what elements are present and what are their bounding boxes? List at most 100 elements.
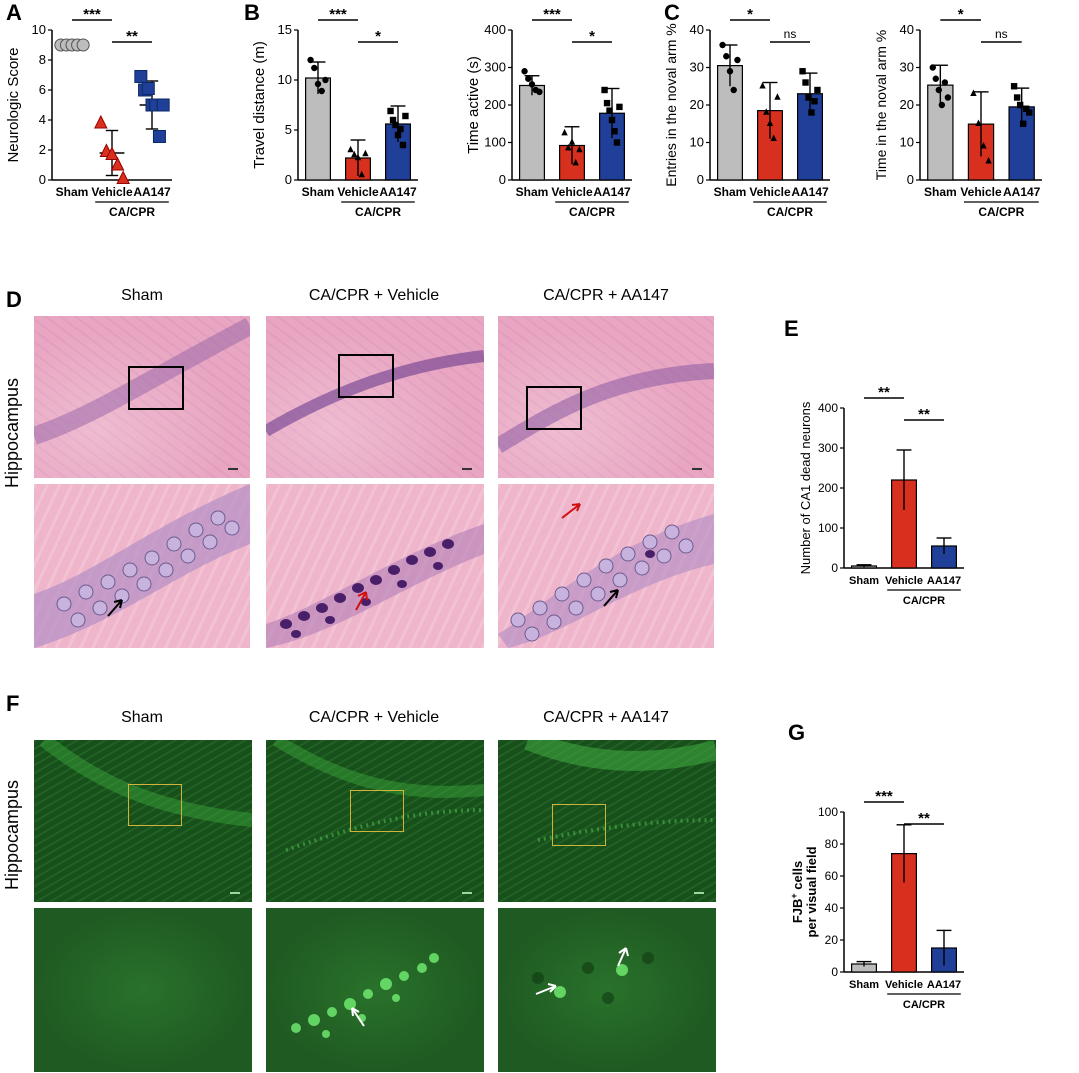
significance-label: ***	[83, 6, 101, 23]
data-point	[318, 87, 325, 95]
data-point	[611, 128, 618, 135]
x-tick-label: Vehicle	[960, 185, 1002, 199]
data-point	[568, 138, 576, 145]
fl-high-sham	[34, 908, 252, 1072]
chart-b-time-active: 0 100 200 300 400 Time active (s) Sham Vehicle A…	[465, 6, 632, 219]
he-high-sham	[34, 484, 250, 648]
data-point	[606, 107, 613, 114]
y-tick-label: 0	[499, 172, 506, 187]
scale-bar	[462, 468, 472, 470]
panel-letter-b: B	[244, 0, 260, 25]
micro-d-title-sham: Sham	[121, 287, 163, 304]
significance-label: **	[126, 28, 138, 45]
data-point	[105, 146, 119, 160]
x-tick-label: Sham	[714, 185, 747, 199]
data-point	[351, 150, 358, 158]
scale-bar	[230, 892, 240, 894]
he-low-vehicle	[266, 316, 484, 478]
data-point	[808, 109, 815, 116]
y-axis-label: Entries in the noval arm %	[663, 23, 679, 186]
y-tick-label: 20	[825, 933, 839, 947]
significance-label: *	[958, 6, 964, 23]
x-tick-label: Sham	[302, 185, 335, 199]
y-tick-label: 40	[825, 901, 839, 915]
significance-label: **	[918, 810, 930, 827]
data-point	[802, 79, 809, 86]
group-label: CA/CPR	[355, 205, 401, 219]
data-point	[1026, 109, 1033, 116]
chart-e-dead-neurons: 0 100 200 300 400 Number of CA1 dead neurons S…	[798, 384, 964, 607]
arrow-red	[355, 591, 368, 611]
data-point	[1016, 101, 1024, 109]
x-tick-label: Vehicle	[885, 979, 923, 991]
panel-letter-e: E	[784, 316, 799, 341]
x-tick-label: AA147	[791, 185, 829, 199]
y-tick-label: 0	[831, 965, 838, 979]
data-point	[152, 130, 166, 143]
y-tick-label: 400	[484, 22, 506, 37]
data-point	[134, 70, 148, 83]
y-axis-label: FJB+ cells	[789, 861, 805, 923]
group-label: CA/CPR	[903, 999, 945, 1011]
y-tick-label: 60	[825, 869, 839, 883]
micro-f-title-aa147: CA/CPR + AA147	[543, 709, 669, 726]
scale-bar	[462, 892, 472, 894]
data-point	[941, 79, 949, 86]
bar	[518, 84, 545, 181]
roi-box	[338, 354, 394, 398]
data-point	[1010, 83, 1018, 90]
y-tick-label: 15	[278, 22, 292, 37]
y-tick-label: 10	[32, 22, 46, 37]
y-tick-label: 2	[39, 142, 46, 157]
chart-c-time-novel: 0 10 20 30 40 Time in the noval arm % Sham Vehi…	[873, 6, 1042, 219]
data-point	[116, 170, 130, 184]
fl-high-aa147	[498, 908, 716, 1072]
data-point	[774, 93, 781, 100]
data-point	[572, 158, 579, 166]
data-point	[94, 114, 108, 129]
y-tick-label: 4	[39, 112, 46, 127]
data-point	[719, 41, 726, 49]
data-point	[358, 170, 365, 178]
data-point	[613, 139, 621, 146]
data-point	[525, 75, 532, 82]
chart-a-neurologic-score: 0 2 4 6 8 10 Neurologic Score Sham Vehicle AA147 C…	[5, 6, 172, 219]
data-point	[970, 89, 977, 96]
panel-letter-f: F	[6, 691, 20, 716]
panel-letter-d: D	[6, 287, 22, 312]
micro-f-title-vehicle: CA/CPR + Vehicle	[308, 709, 440, 726]
data-point	[929, 64, 936, 71]
y-tick-label: 400	[818, 401, 838, 415]
roi-box	[552, 804, 606, 846]
y-axis-label: Number of CA1 dead neurons	[798, 401, 813, 574]
data-point	[1013, 94, 1021, 101]
data-point	[314, 80, 322, 88]
data-point	[603, 99, 611, 107]
significance-label: ns	[995, 27, 1008, 41]
x-tick-label: Sham	[849, 979, 879, 991]
y-tick-label: 0	[285, 172, 292, 187]
data-point	[811, 98, 818, 105]
y-tick-label: 30	[900, 60, 914, 75]
roi-box	[128, 784, 182, 826]
data-point	[392, 121, 399, 129]
scale-bar	[692, 468, 702, 470]
y-tick-label: 0	[907, 172, 914, 187]
y-tick-label: 100	[484, 135, 506, 150]
data-point	[397, 125, 404, 133]
data-point	[944, 94, 952, 101]
arrow-white	[617, 947, 629, 967]
data-point	[387, 107, 394, 115]
data-point	[307, 56, 314, 64]
data-point	[389, 116, 397, 124]
data-point	[528, 81, 536, 88]
y-tick-label: 200	[818, 481, 838, 495]
y-tick-label: 0	[697, 172, 704, 187]
y-tick-label: 100	[818, 521, 838, 535]
panel-letter-g: G	[788, 720, 806, 745]
data-point	[347, 145, 354, 153]
roi-box	[350, 790, 404, 832]
y-tick-label: 200	[484, 97, 506, 112]
y-tick-label: 10	[900, 135, 914, 150]
panel-letter-c: C	[664, 0, 680, 25]
